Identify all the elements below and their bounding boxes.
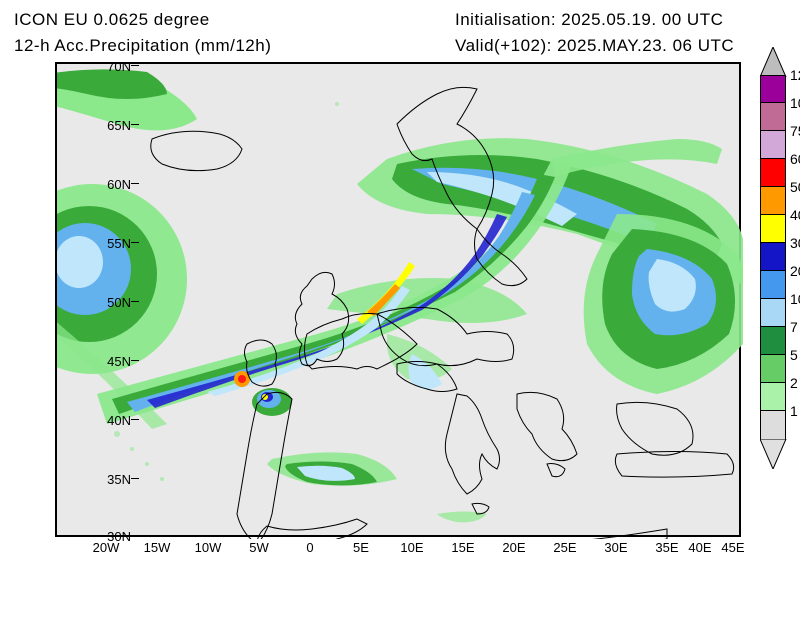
benelux-green-band [327,278,527,323]
legend-swatch-5 [760,355,786,383]
ytick-45N: 45N [97,354,131,369]
xtick-20E: 20E [502,540,525,555]
legend-label-2: 2 [790,375,798,391]
ytick-55N: 55N [97,236,131,251]
scandinavia-band [357,138,743,284]
spain-blue-spot [297,466,355,481]
ytick-35N: 35N [97,472,131,487]
legend-swatch-2 [760,383,786,411]
legend-swatch-100 [760,103,786,131]
xtick-30E: 30E [604,540,627,555]
legend-label-50: 50 [790,179,800,195]
legend-label-125: 125 [790,67,800,83]
xtick-35E: 35E [655,540,678,555]
main-alpine-band [97,159,572,424]
legend-swatch-125 [760,75,786,103]
xtick-0: 0 [306,540,313,555]
legend-label-100: 100 [790,95,800,111]
russia-patch [584,214,743,394]
legend-swatch-7 [760,327,786,355]
xtick-5W: 5W [249,540,269,555]
italy-spot [252,388,292,416]
legend-label-40: 40 [790,207,800,223]
precipitation-legend[interactable]: 125 100 75 60 50 40 30 20 10 7 5 2 1 [752,75,800,525]
legend-label-10: 10 [790,291,800,307]
xtick-10W: 10W [195,540,222,555]
channel-streak [387,334,452,380]
ytick-70N: 70N [97,59,131,74]
header-line4: Valid(+102): 2025.MAY.23. 06 UTC [455,36,734,56]
xtick-15E: 15E [451,540,474,555]
xtick-20W: 20W [93,540,120,555]
legend-label-5: 5 [790,347,798,363]
legend-swatch-40 [760,215,786,243]
scattered-speckles [114,102,624,539]
ytick-60N: 60N [97,177,131,192]
poland-green-band [552,139,722,177]
ytick-40N: 40N [97,413,131,428]
legend-label-30: 30 [790,235,800,251]
legend-swatch-10 [760,299,786,327]
legend-label-75: 75 [790,123,800,139]
legend-swatch-20 [760,271,786,299]
header-line1: ICON EU 0.0625 degree [14,10,210,30]
legend-swatch-75 [760,131,786,159]
legend-label-7: 7 [790,319,798,335]
precipitation-map[interactable]: 70N 65N 60N 55N 50N 45N 40N 35N 30N [55,62,741,537]
ytick-50N: 50N [97,295,131,310]
ytick-65N: 65N [97,118,131,133]
legend-swatch-1 [760,411,786,439]
benelux-blue-spot [409,354,443,389]
legend-swatch-30 [760,243,786,271]
spain-band [267,452,397,485]
header-line3: Initialisation: 2025.05.19. 00 UTC [455,10,723,30]
xtick-15W: 15W [144,540,171,555]
xtick-40E: 40E [688,540,711,555]
weather-map-root: ICON EU 0.0625 degree 12-h Acc.Precipita… [0,0,800,618]
coastline-overlay [57,64,743,539]
legend-swatch-50 [760,187,786,215]
legend-label-20: 20 [790,263,800,279]
xtick-5E: 5E [353,540,369,555]
xtick-10E: 10E [400,540,423,555]
legend-label-1: 1 [790,403,798,419]
xtick-45E: 45E [721,540,744,555]
legend-bottom-triangle [760,439,800,469]
spain-band-dark [285,462,377,486]
legend-label-60: 60 [790,151,800,167]
legend-swatch-60 [760,159,786,187]
header-line2: 12-h Acc.Precipitation (mm/12h) [14,36,271,56]
xtick-25E: 25E [553,540,576,555]
south-france-patch [437,512,487,523]
precipitation-overlay [57,64,743,539]
